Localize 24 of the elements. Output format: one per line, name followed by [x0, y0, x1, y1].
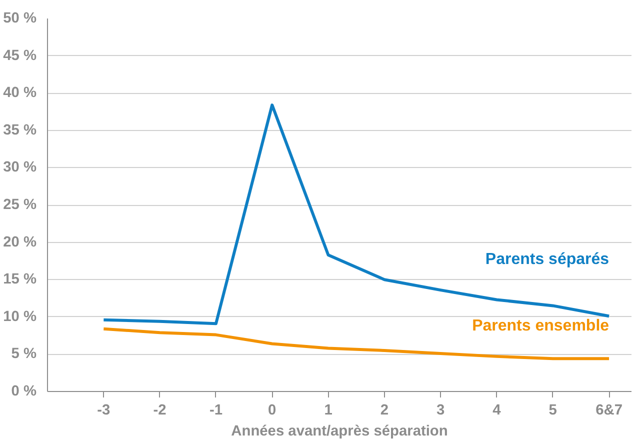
y-tick-label: 35 % [3, 122, 36, 138]
y-tick-label: 30 % [3, 160, 36, 176]
y-tick-label: 25 % [3, 197, 36, 213]
x-tick-label: 4 [492, 402, 502, 418]
x-tick-label: -3 [97, 402, 110, 418]
y-tick-label: 5 % [11, 346, 37, 362]
y-tick-label: 20 % [3, 234, 36, 250]
x-tick-label: -1 [209, 402, 222, 418]
x-tick-label: 1 [324, 402, 332, 418]
x-tick-label: -2 [153, 402, 166, 418]
x-tick-label: 6&7 [596, 402, 622, 418]
x-tick-label: 3 [436, 402, 445, 418]
y-tick-label: 45 % [3, 48, 36, 64]
series-label: Parents séparés [485, 251, 610, 268]
y-tick-label: 15 % [3, 272, 36, 288]
y-tick-label: 40 % [3, 85, 36, 102]
x-tick-label: 5 [548, 402, 557, 418]
x-axis-title: Années avant/après séparation [231, 424, 448, 440]
x-tick-label: 2 [380, 402, 389, 418]
x-tick-label: 0 [268, 402, 276, 418]
y-tick-label: 10 % [3, 308, 36, 325]
y-tick-label: 50 % [3, 10, 36, 26]
series-label: Parents ensemble [472, 318, 610, 335]
y-tick-label: 0 % [11, 384, 37, 400]
